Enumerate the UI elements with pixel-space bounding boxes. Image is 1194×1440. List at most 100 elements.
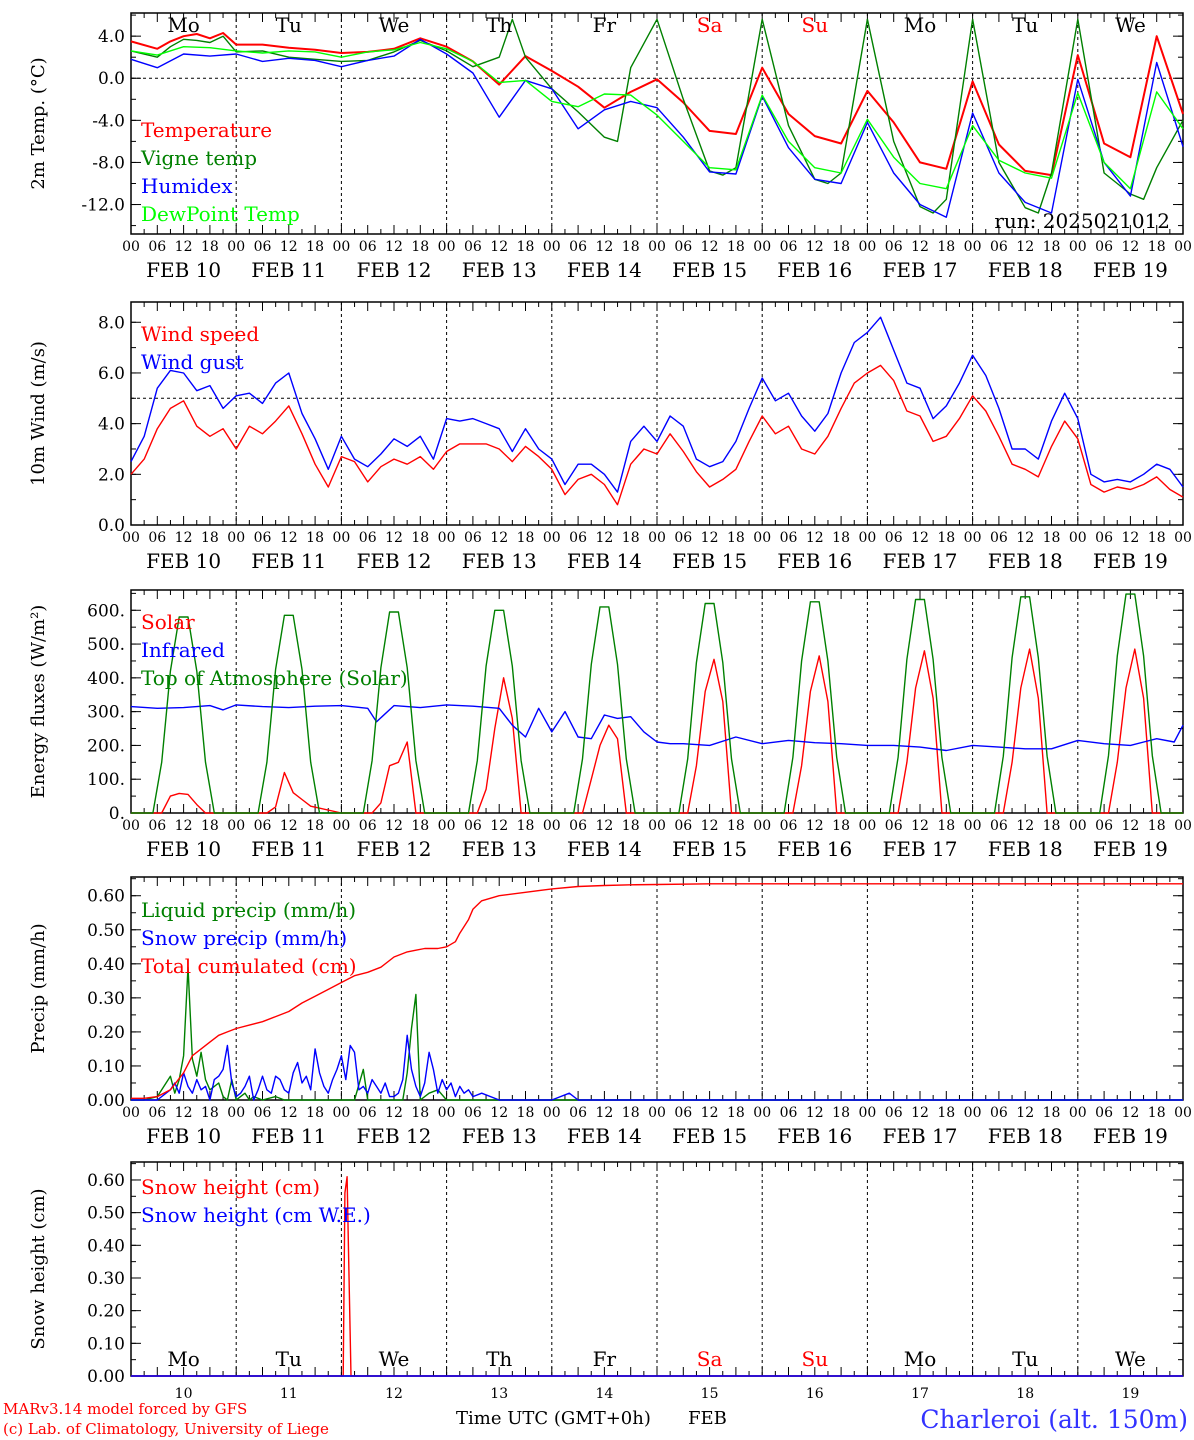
hour-tick-label: 00 — [438, 530, 456, 546]
hour-tick-label: 00 — [753, 1105, 771, 1121]
run-annotation: run: 2025021012 — [994, 209, 1170, 233]
hour-tick-label: 06 — [885, 1105, 903, 1121]
hour-tick-label: 12 — [175, 1105, 193, 1121]
legend-entry: DewPoint Temp — [141, 202, 300, 226]
hour-tick-label: 00 — [648, 239, 666, 255]
hour-tick-label: 00 — [438, 239, 456, 255]
hour-tick-label: 12 — [1016, 530, 1034, 546]
date-label: FEB 17 — [883, 837, 958, 861]
date-label: FEB 12 — [357, 837, 432, 861]
y-tick-label: 0.60 — [87, 887, 125, 907]
hour-tick-label: 12 — [806, 1105, 824, 1121]
hour-tick-label: 06 — [1095, 818, 1113, 834]
date-label: FEB 18 — [988, 837, 1063, 861]
hour-tick-label: 00 — [1069, 239, 1087, 255]
y-tick-label: 500. — [87, 635, 125, 655]
hour-tick-label: 00 — [332, 530, 350, 546]
hour-tick-label: 00 — [122, 818, 140, 834]
y-tick-label: 0.30 — [87, 989, 125, 1009]
y-tick-label: 0.0 — [98, 69, 125, 89]
hour-tick-label: 18 — [727, 530, 745, 546]
y-tick-label: 4.0 — [98, 27, 125, 47]
series-line — [130, 364, 1184, 506]
date-label: FEB 11 — [251, 549, 326, 573]
hour-tick-label: 12 — [490, 530, 508, 546]
hour-tick-label: 00 — [1069, 1105, 1087, 1121]
y-tick-label: 0.50 — [87, 921, 125, 941]
hour-tick-label: 06 — [254, 239, 272, 255]
y-tick-label: 200. — [87, 736, 125, 756]
hour-tick-label: 06 — [885, 239, 903, 255]
day-number: 13 — [490, 1386, 508, 1402]
date-label: FEB 14 — [567, 837, 642, 861]
legend-entry: Snow precip (mm/h) — [141, 926, 347, 950]
hour-tick-label: 12 — [911, 239, 929, 255]
hour-tick-label: 06 — [254, 818, 272, 834]
date-label: FEB 19 — [1093, 549, 1168, 573]
panel-5: 0.60 0.50 0.40 0.30 0.20 0.10 0.00 Snow height … — [28, 1161, 1184, 1402]
hour-tick-label: 12 — [595, 239, 613, 255]
hour-tick-label: 06 — [780, 239, 798, 255]
hour-tick-label: 18 — [411, 1105, 429, 1121]
hour-tick-label: 18 — [1043, 239, 1061, 255]
weekday-label: Th — [486, 1347, 512, 1371]
date-label: FEB 17 — [883, 1124, 958, 1148]
weekday-label: Mo — [904, 1347, 937, 1371]
date-label: FEB 13 — [462, 1124, 537, 1148]
hour-tick-label: 00 — [648, 818, 666, 834]
hour-tick-label: 12 — [1016, 1105, 1034, 1121]
y-tick-label: 0.10 — [87, 1334, 125, 1354]
date-label: FEB 14 — [567, 549, 642, 573]
hour-tick-label: 18 — [201, 1105, 219, 1121]
hour-tick-label: 18 — [517, 818, 535, 834]
y-tick-label: 6.0 — [98, 364, 125, 384]
date-label: FEB 13 — [462, 258, 537, 282]
hour-tick-label: 18 — [622, 1105, 640, 1121]
hour-tick-label: 06 — [464, 1105, 482, 1121]
day-number: 18 — [1016, 1386, 1034, 1402]
hour-tick-label: 18 — [517, 239, 535, 255]
panel-4: 0.60 0.50 0.40 0.30 0.20 0.10 0.00 Precip (mm/h… — [28, 876, 1192, 1148]
series-line — [130, 38, 1184, 218]
hour-tick-label: 06 — [990, 239, 1008, 255]
y-tick-label: 0.30 — [87, 1269, 125, 1289]
y-tick-label: 0.20 — [87, 1302, 125, 1322]
hour-tick-label: 06 — [148, 818, 166, 834]
date-label: FEB 15 — [672, 549, 747, 573]
hour-tick-label: 06 — [885, 818, 903, 834]
day-number: 12 — [385, 1386, 403, 1402]
date-label: FEB 16 — [777, 549, 852, 573]
date-label: FEB 18 — [988, 1124, 1063, 1148]
legend-entry: Liquid precip (mm/h) — [141, 898, 356, 922]
y-tick-label: 8.0 — [98, 313, 125, 333]
hour-tick-label: 18 — [1148, 239, 1166, 255]
y-tick-label: 0.20 — [87, 1023, 125, 1043]
hour-tick-label: 18 — [832, 1105, 850, 1121]
panel-2: 8.0 6.0 4.0 2.0 0.0 10m Wind (m/s) Wind speed W… — [28, 301, 1192, 573]
hour-tick-label: 18 — [1148, 1105, 1166, 1121]
y-tick-label: -12.0 — [81, 196, 125, 216]
hour-tick-label: 00 — [1174, 239, 1192, 255]
hour-tick-label: 00 — [543, 1105, 561, 1121]
weekday-label: Mo — [167, 13, 200, 37]
copyright: (c) Lab. of Climatology, University of L… — [3, 1420, 329, 1438]
hour-tick-label: 00 — [332, 818, 350, 834]
day-number: 15 — [701, 1386, 719, 1402]
series-line — [130, 316, 1184, 493]
x-axis-month: FEB — [688, 1408, 727, 1429]
hour-tick-label: 00 — [1174, 530, 1192, 546]
hour-tick-label: 18 — [937, 1105, 955, 1121]
legend-entry: Vigne temp — [140, 146, 257, 170]
y-axis-label: 2m Temp. (°C) — [28, 57, 49, 189]
hour-tick-label: 06 — [1095, 239, 1113, 255]
hour-tick-label: 12 — [1121, 818, 1139, 834]
hour-tick-label: 18 — [832, 239, 850, 255]
hour-tick-label: 00 — [227, 1105, 245, 1121]
hour-tick-label: 00 — [1069, 818, 1087, 834]
hour-tick-label: 00 — [753, 530, 771, 546]
y-tick-label: 0.10 — [87, 1057, 125, 1077]
weekday-label: Mo — [904, 13, 937, 37]
hour-tick-label: 06 — [359, 1105, 377, 1121]
hour-tick-label: 06 — [1095, 530, 1113, 546]
